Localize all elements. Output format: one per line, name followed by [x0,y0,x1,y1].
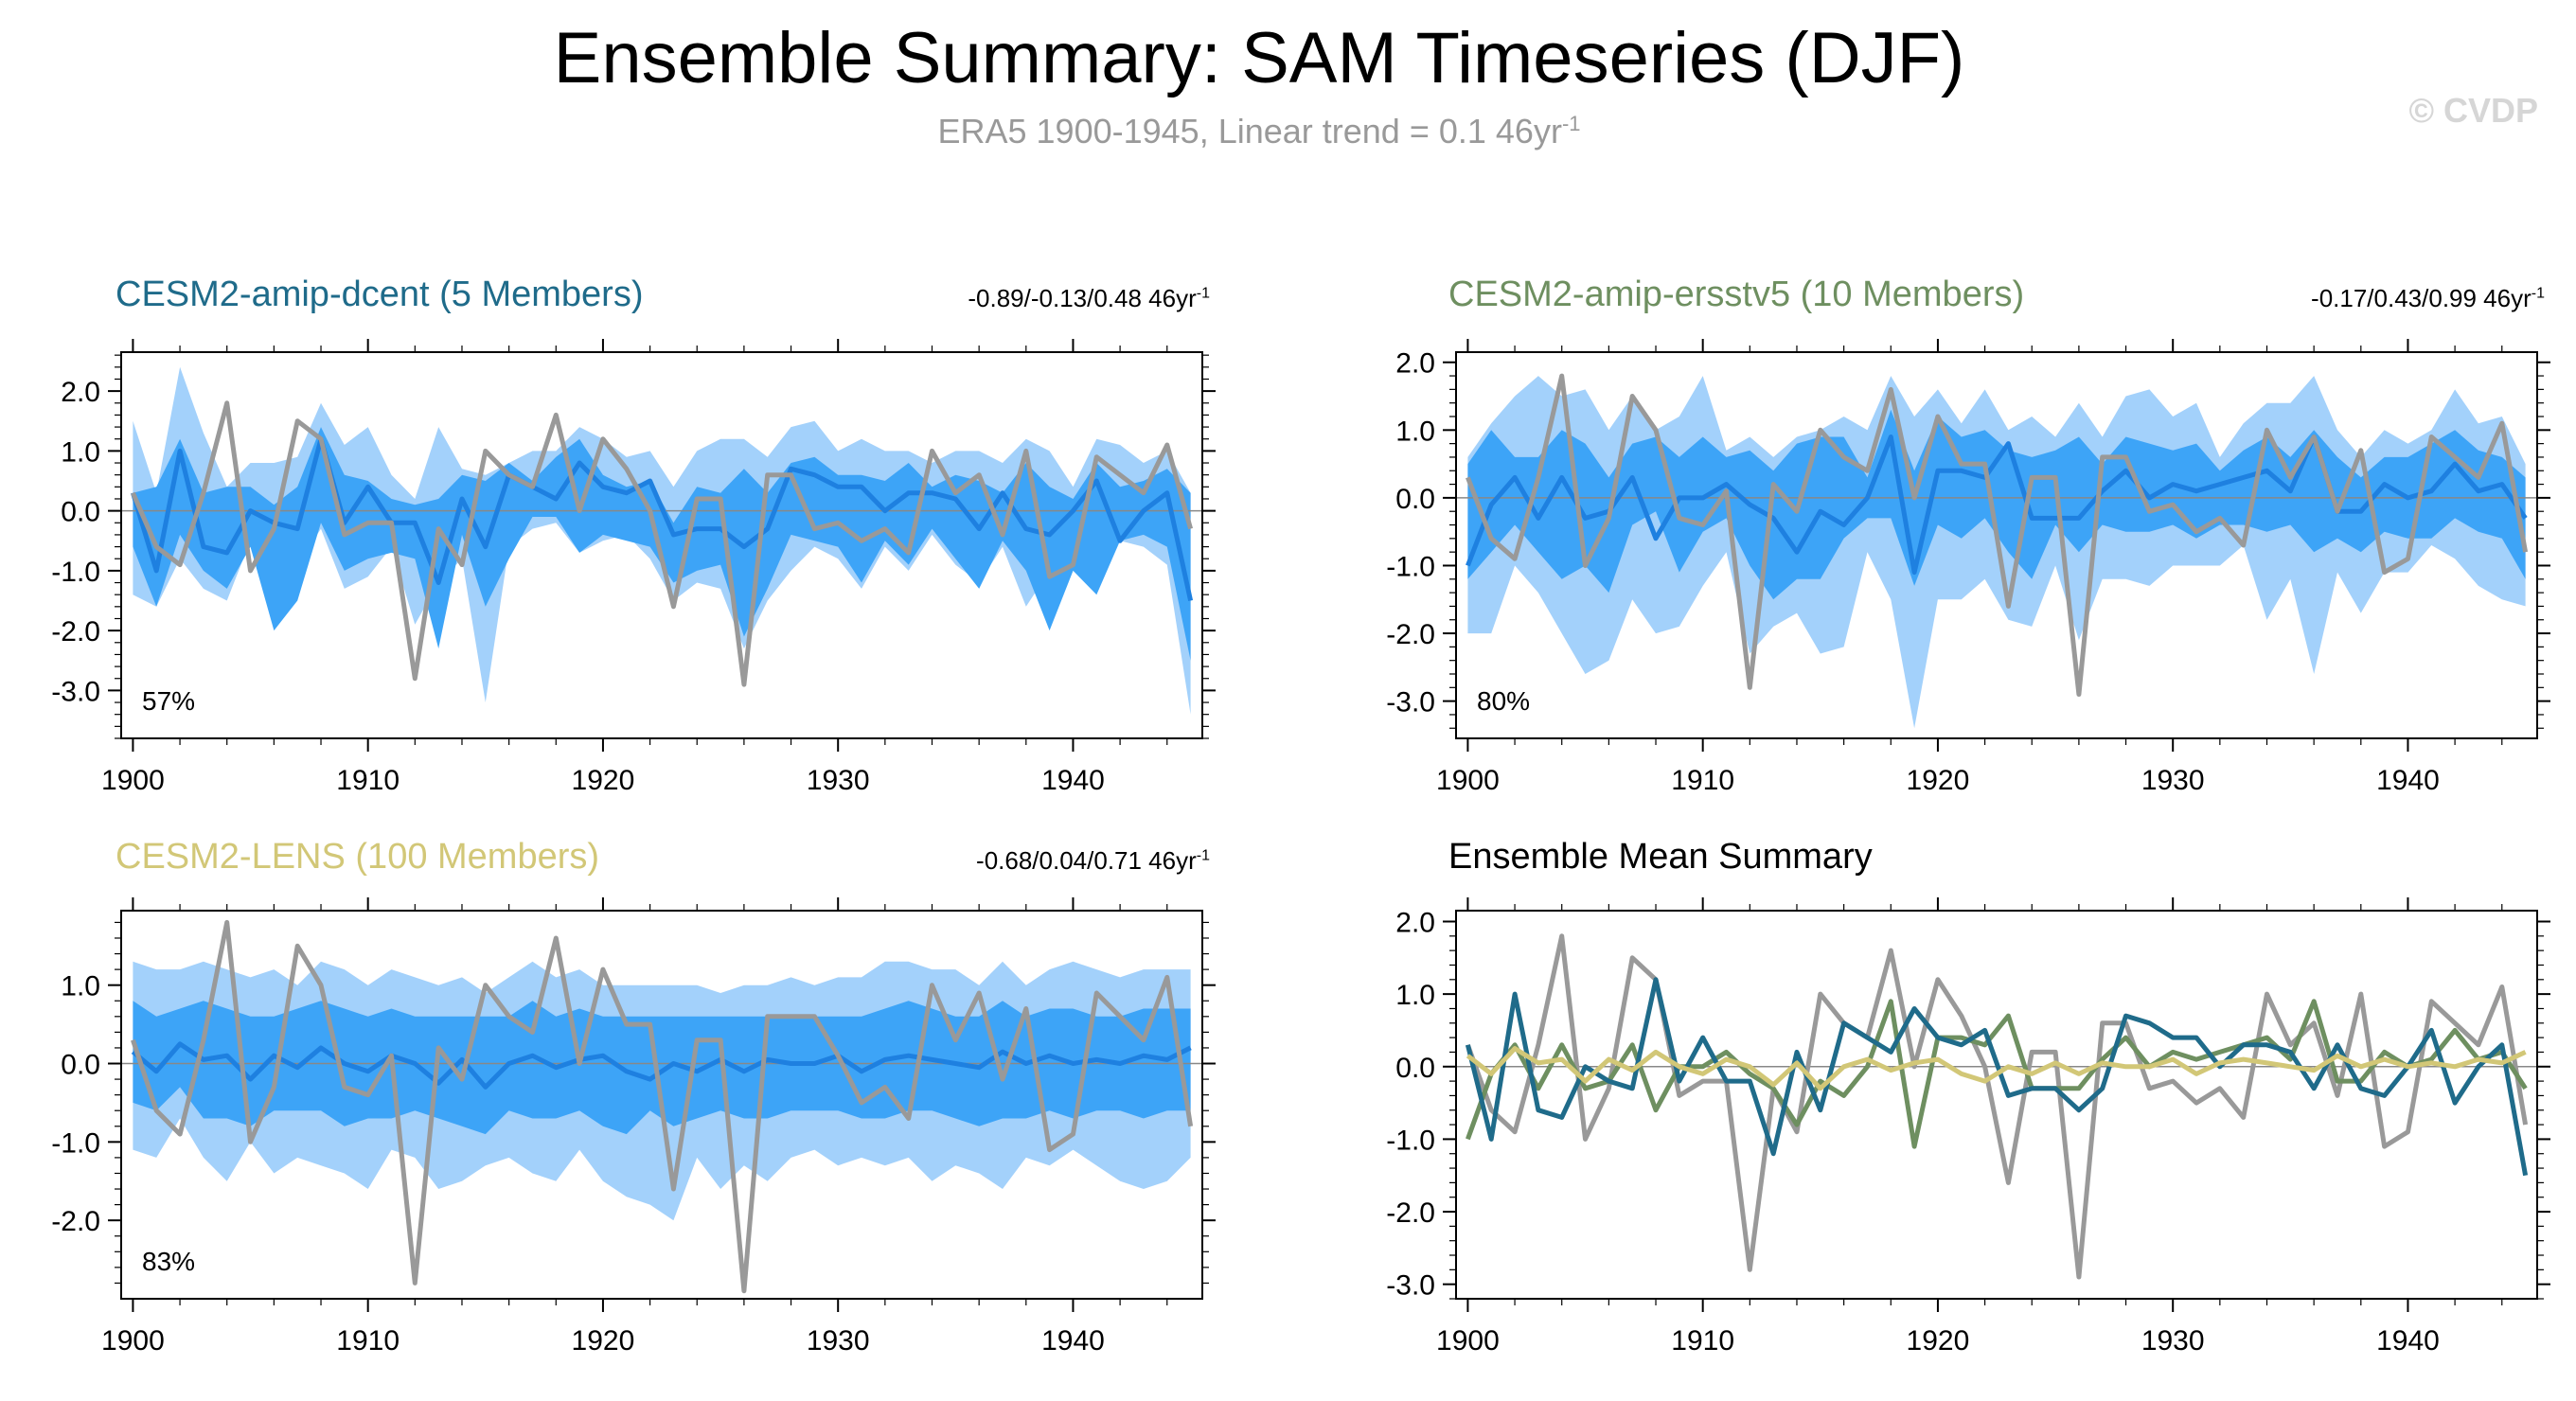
series-line-cesm2-amip-ersstv5-ensemble-mean [1466,434,2528,576]
trend-stat-text: -0.17/0.43/0.99 46yr [2311,284,2532,312]
series-line-cesm2-amip-dcent-ensemble-mean [131,436,1194,602]
y-tick-label: -1.0 [1386,551,1435,582]
y-tick-label: -3.0 [51,676,100,707]
x-tick-label: 1940 [2376,765,2440,796]
percent-label: 80% [1477,686,1530,716]
lens-panel: -2.0 -1.0 0.0 1.0 1900 1910 1920 1930 1940 83% [51,897,1216,1357]
x-tick-label: 1920 [1907,765,1970,796]
x-tick-label: 1910 [336,765,400,796]
trend-stat-sup: -1 [1196,285,1210,302]
x-tick-label: 1940 [1041,765,1105,796]
x-tick-label: 1900 [101,1325,165,1357]
cvdp-watermark: © CVDP [2408,91,2538,130]
x-tick-label: 1900 [1436,1325,1500,1357]
y-tick-label: -2.0 [51,616,100,647]
trend-stat-ersst: -0.17/0.43/0.99 46yr-1 [2168,284,2545,313]
y-tick-label: -3.0 [1386,687,1435,718]
plot-frame [1455,910,2538,1300]
trend-stat-text: -0.89/-0.13/0.48 46yr [968,284,1197,312]
x-tick-label: 1910 [336,1325,400,1357]
y-tick-label: -1.0 [51,1127,100,1159]
summary-panel: -3.0 -2.0 -1.0 0.0 1.0 2.0 1900 1910 1920 1930 194… [1386,897,2550,1357]
y-tick-label: -1.0 [1386,1125,1435,1156]
x-tick-label: 1930 [807,1325,870,1357]
x-tick-label: 1930 [2141,1325,2205,1357]
y-tick-label: -2.0 [1386,619,1435,650]
x-tick-label: 1940 [2376,1325,2440,1357]
series-line-cesm2-lens [1466,1046,2527,1091]
series-line-cesm2-amip-dcent [1465,977,2529,1177]
y-tick-label: 2.0 [1395,907,1435,938]
x-tick-label: 1930 [2141,765,2205,796]
y-tick-label: 1.0 [1395,416,1435,447]
series-line-cesm2-amip-ersstv5 [1466,999,2528,1149]
series-line-era5 [131,919,1194,1294]
trend-stat-sup: -1 [1196,847,1210,864]
dcent-panel: -3.0 -2.0 -1.0 0.0 1.0 2.0 1900 1910 1920 1930 194… [51,339,1216,796]
trend-stat-lens: -0.68/0.04/0.71 46yr-1 [833,846,1210,876]
plot-frame [120,910,1203,1300]
y-tick-label: -2.0 [1386,1197,1435,1229]
panel-title-dcent: CESM2-amip-dcent (5 Members) [115,275,644,314]
y-tick-label: 1.0 [61,971,100,1002]
y-tick-label: -1.0 [51,557,100,588]
trend-stat-dcent: -0.89/-0.13/0.48 46yr-1 [833,284,1210,313]
y-tick-label: 1.0 [61,436,100,468]
x-tick-label: 1920 [1907,1325,1970,1357]
panel-title-ersst: CESM2-amip-ersstv5 (10 Members) [1448,275,2025,314]
plot-frame [1455,351,2538,739]
y-tick-label: -3.0 [1386,1270,1435,1302]
series-line-era5 [1466,373,2529,697]
x-tick-label: 1920 [572,1325,635,1357]
panel-title-summary: Ensemble Mean Summary [1448,837,1873,877]
percent-label: 83% [142,1247,195,1276]
y-tick-label: 2.0 [61,377,100,408]
series-line-era5 [1466,933,2529,1280]
plot-frame [120,351,1203,739]
x-tick-label: 1920 [572,765,635,796]
y-tick-label: 0.0 [1395,484,1435,515]
y-tick-label: 0.0 [61,497,100,528]
series-line-cesm2-lens-ensemble-mean [131,1041,1192,1090]
ersst-panel: -3.0 -2.0 -1.0 0.0 1.0 2.0 1900 1910 1920 1930 194… [1386,339,2550,796]
panel-title-lens: CESM2-LENS (100 Members) [115,837,600,877]
y-tick-label: 2.0 [1395,348,1435,380]
x-tick-label: 1900 [1436,765,1500,796]
trend-stat-sup: -1 [2531,285,2545,302]
y-tick-label: 0.0 [1395,1053,1435,1084]
y-tick-label: 0.0 [61,1050,100,1081]
subtitle-text: ERA5 1900-1945, Linear trend = 0.1 46yr [937,112,1562,151]
y-tick-label: -2.0 [51,1206,100,1237]
page-title: Ensemble Summary: SAM Timeseries (DJF) [553,18,1965,98]
page-subtitle: ERA5 1900-1945, Linear trend = 0.1 46yr-… [0,112,2518,151]
trend-stat-text: -0.68/0.04/0.71 46yr [976,846,1197,875]
x-tick-label: 1940 [1041,1325,1105,1357]
y-tick-label: 1.0 [1395,980,1435,1011]
x-tick-label: 1900 [101,765,165,796]
x-tick-label: 1930 [807,765,870,796]
percent-label: 57% [142,686,195,716]
subtitle-superscript: -1 [1561,112,1581,135]
x-tick-label: 1910 [1671,765,1734,796]
series-line-era5 [131,400,1194,687]
x-tick-label: 1910 [1671,1325,1734,1357]
